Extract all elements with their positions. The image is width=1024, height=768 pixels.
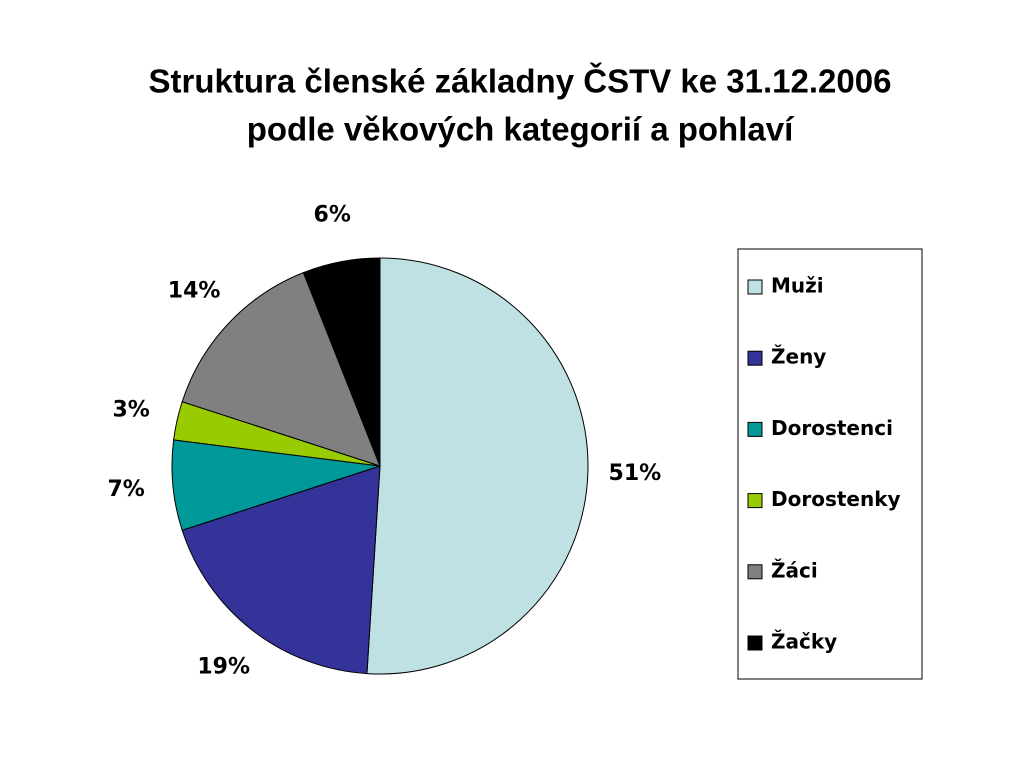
pie-slice — [302, 257, 381, 467]
legend-box — [737, 248, 923, 680]
legend-label: Ženy — [771, 345, 826, 369]
legend-swatch — [747, 421, 763, 437]
legend-swatch — [747, 635, 763, 651]
data-label: 51% — [609, 461, 662, 486]
legend-swatch — [747, 279, 763, 295]
data-label: 7% — [107, 477, 144, 502]
data-label: 3% — [112, 397, 149, 422]
chart-title: podle věkových kategorií a pohlaví — [247, 111, 795, 148]
legend-swatch — [747, 493, 763, 509]
legend-label: Dorostenky — [771, 487, 901, 511]
chart-title: Struktura členské základny ČSTV ke 31.12… — [149, 62, 892, 100]
legend-label: Žáci — [771, 558, 818, 582]
pie-slice — [181, 271, 381, 467]
legend-swatch — [747, 564, 763, 580]
pie-slice — [181, 465, 381, 675]
pie-slice — [366, 257, 589, 675]
data-label: 6% — [314, 203, 351, 228]
data-label: 19% — [197, 654, 250, 679]
legend-label: Dorostenci — [771, 416, 893, 440]
legend-label: Muži — [771, 274, 824, 298]
legend-swatch — [747, 350, 763, 366]
data-label: 14% — [168, 278, 221, 303]
legend-label: Žačky — [771, 630, 837, 654]
